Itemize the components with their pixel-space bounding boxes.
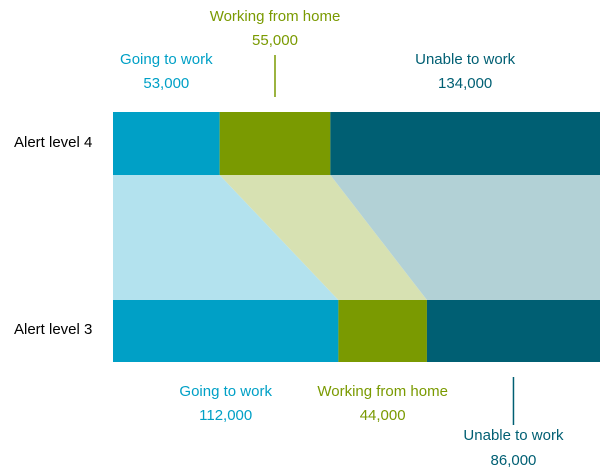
value-label: 134,000 xyxy=(438,75,492,92)
category-label: Alert level 3 xyxy=(14,321,92,338)
bar-segment xyxy=(338,300,427,362)
segment-name: Working from home xyxy=(210,8,341,25)
segment-name: Going to work xyxy=(179,383,272,400)
segment-name: Going to work xyxy=(120,51,213,68)
bar-segment xyxy=(426,300,600,362)
flow-band xyxy=(330,175,600,300)
flow-band xyxy=(113,175,339,300)
bar-segment xyxy=(330,112,600,175)
segment-name: Working from home xyxy=(317,383,448,400)
value-label: 53,000 xyxy=(143,75,189,92)
flow-band xyxy=(219,175,427,300)
value-label: 86,000 xyxy=(491,452,537,469)
value-label: 112,000 xyxy=(199,407,252,424)
bar-segment xyxy=(219,112,331,175)
value-label: 55,000 xyxy=(252,32,298,49)
bar-segment xyxy=(113,300,339,362)
segment-name: Unable to work xyxy=(415,51,516,68)
segment-name: Unable to work xyxy=(463,427,564,444)
value-label: 44,000 xyxy=(360,407,406,424)
bar-segment xyxy=(113,112,220,175)
category-label: Alert level 4 xyxy=(14,134,92,151)
